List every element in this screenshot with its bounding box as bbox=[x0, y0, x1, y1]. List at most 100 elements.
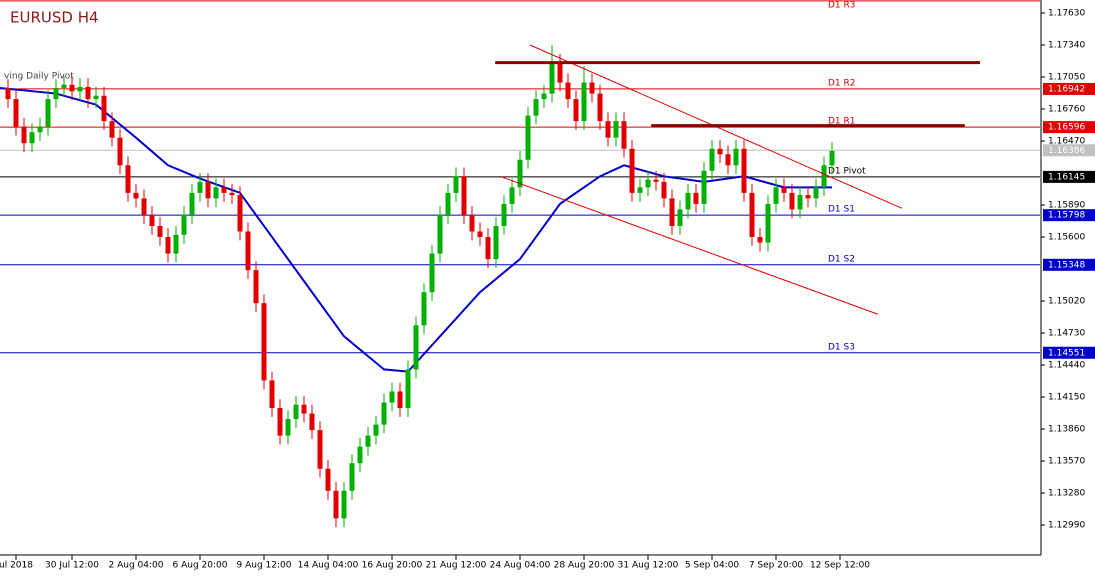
y-tick-label: 1.14440 bbox=[1048, 360, 1085, 370]
candle-body bbox=[389, 391, 395, 403]
candle-body bbox=[829, 150, 835, 166]
candle-body bbox=[629, 148, 635, 193]
candle-body bbox=[445, 192, 451, 215]
candle-body bbox=[213, 187, 219, 199]
candle-body bbox=[709, 148, 715, 171]
level-label: D1 S2 bbox=[828, 254, 855, 264]
y-tick-label: 1.14730 bbox=[1048, 329, 1085, 339]
price-tag-label: 1.16596 bbox=[1048, 123, 1085, 133]
price-tag-label: 1.15798 bbox=[1048, 211, 1085, 221]
candle-body bbox=[525, 115, 531, 160]
y-tick-label: 1.13570 bbox=[1048, 456, 1085, 466]
trend-line bbox=[499, 175, 879, 315]
level-label: D1 R2 bbox=[828, 78, 856, 88]
indicator-label: ving Daily Pivot bbox=[4, 72, 74, 82]
x-tick-label: ul 2018 bbox=[0, 561, 33, 571]
candle-body bbox=[93, 95, 99, 100]
candle-body bbox=[461, 176, 467, 215]
candle-body bbox=[661, 181, 667, 199]
candle-body bbox=[573, 99, 579, 122]
candle-body bbox=[293, 404, 299, 420]
candle-body bbox=[637, 187, 643, 193]
candle-body bbox=[133, 192, 139, 199]
candle-body bbox=[309, 413, 315, 431]
candle-body bbox=[669, 198, 675, 226]
candle-body bbox=[541, 93, 547, 100]
candle-body bbox=[437, 214, 443, 254]
candle-body bbox=[653, 179, 659, 182]
x-tick-label: 9 Aug 12:00 bbox=[237, 561, 292, 571]
candle-body bbox=[381, 402, 387, 425]
candle-body bbox=[189, 192, 195, 215]
candle-body bbox=[725, 154, 731, 166]
level-label: D1 S1 bbox=[828, 205, 855, 215]
candle-body bbox=[61, 84, 67, 89]
y-tick-label: 1.15020 bbox=[1048, 297, 1085, 307]
candle-body bbox=[677, 209, 683, 226]
candle-body bbox=[765, 203, 771, 243]
y-tick-label: 1.17340 bbox=[1048, 41, 1085, 51]
candle-body bbox=[77, 86, 83, 92]
candle-body bbox=[101, 95, 107, 122]
candle-body bbox=[485, 237, 491, 260]
candle-body bbox=[405, 369, 411, 409]
x-tick-label: 7 Sep 20:00 bbox=[749, 561, 804, 571]
x-tick-label: 21 Aug 12:00 bbox=[426, 561, 487, 571]
candle-body bbox=[325, 468, 331, 491]
chart-title: EURUSD H4 bbox=[10, 9, 99, 27]
candle-body bbox=[733, 148, 739, 166]
candle-body bbox=[645, 179, 651, 188]
candle-body bbox=[85, 86, 91, 100]
candle-body bbox=[565, 82, 571, 100]
candle-body bbox=[13, 99, 19, 127]
y-tick-label: 1.15890 bbox=[1048, 201, 1085, 211]
price-tag bbox=[1043, 144, 1095, 157]
candle-body bbox=[277, 408, 283, 436]
candle-body bbox=[717, 148, 723, 155]
candle-body bbox=[117, 137, 123, 166]
x-tick-label: 30 Jul 12:00 bbox=[45, 561, 99, 571]
candle-body bbox=[397, 391, 403, 409]
y-tick-label: 1.12990 bbox=[1048, 520, 1085, 530]
candle-body bbox=[149, 214, 155, 226]
price-tag-label: 1.15348 bbox=[1048, 260, 1085, 270]
candle-body bbox=[261, 303, 267, 381]
candle-body bbox=[165, 237, 171, 254]
candle-body bbox=[109, 121, 115, 138]
candle-body bbox=[421, 292, 427, 326]
candle-body bbox=[429, 253, 435, 293]
price-tag bbox=[1043, 209, 1095, 222]
candle-body bbox=[173, 234, 179, 254]
y-tick-label: 1.13280 bbox=[1048, 488, 1085, 498]
candle-body bbox=[741, 148, 747, 193]
level-label: D1 R3 bbox=[828, 1, 856, 11]
y-tick-label: 1.16760 bbox=[1048, 105, 1085, 115]
candle-body bbox=[557, 62, 563, 83]
x-tick-label: 31 Aug 12:00 bbox=[618, 561, 679, 571]
candle-body bbox=[581, 82, 587, 122]
price-tag-label: 1.14551 bbox=[1048, 348, 1085, 358]
candle-body bbox=[533, 99, 539, 116]
candle-body bbox=[797, 195, 803, 210]
candle-body bbox=[301, 404, 307, 414]
candle-body bbox=[805, 195, 811, 199]
candle-body bbox=[37, 126, 43, 133]
y-tick-label: 1.15600 bbox=[1048, 233, 1085, 243]
candle-body bbox=[333, 490, 339, 519]
price-tag bbox=[1043, 170, 1095, 183]
y-tick-label: 1.16470 bbox=[1048, 137, 1085, 147]
y-tick-label: 1.17050 bbox=[1048, 73, 1085, 83]
x-tick-label: 16 Aug 20:00 bbox=[362, 561, 423, 571]
level-label: D1 Pivot bbox=[828, 166, 866, 176]
candle-body bbox=[285, 419, 291, 436]
price-tag-label: 1.16145 bbox=[1048, 172, 1085, 182]
candle-body bbox=[125, 165, 131, 193]
x-tick-label: 14 Aug 04:00 bbox=[298, 561, 359, 571]
candle-body bbox=[757, 237, 763, 243]
candle-body bbox=[45, 99, 51, 127]
y-tick-label: 1.13860 bbox=[1048, 424, 1085, 434]
candle-body bbox=[269, 380, 275, 409]
candle-body bbox=[685, 192, 691, 210]
level-label: D1 S3 bbox=[828, 342, 855, 352]
